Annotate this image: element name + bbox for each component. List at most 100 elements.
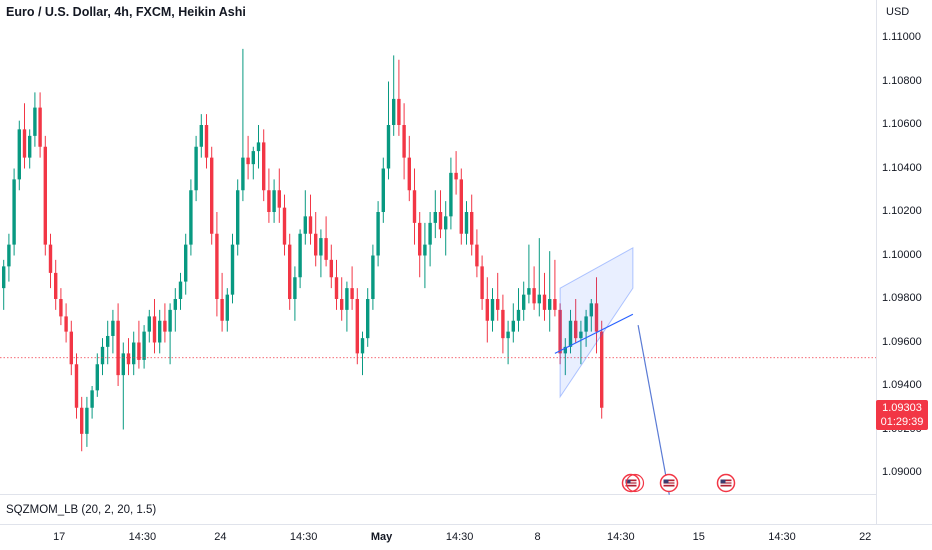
candle-body [173, 299, 177, 310]
flag-canton [663, 479, 669, 484]
candle-body [199, 125, 203, 147]
candle-body [496, 299, 500, 310]
candle-body [251, 151, 255, 165]
channel-fill [559, 247, 634, 399]
candle-body [7, 244, 11, 267]
candle-body [17, 129, 21, 180]
candle-body [579, 331, 583, 339]
last-price-value: 1.09303 [882, 402, 922, 414]
candle-body [386, 125, 391, 169]
candle-body [230, 244, 235, 295]
candle-body [340, 299, 344, 310]
candle-body [215, 233, 219, 299]
candle-body [558, 309, 562, 354]
candle-body [542, 294, 547, 310]
candle-body [277, 190, 281, 208]
candle-body [225, 294, 229, 321]
candle-body [298, 233, 302, 278]
candle-body [459, 179, 463, 234]
candle-body [490, 299, 495, 321]
candle-body [59, 299, 63, 317]
candle-body [511, 320, 515, 332]
price-axis-currency: USD [886, 6, 910, 18]
channel-midline [554, 313, 634, 354]
candle-body [126, 353, 131, 365]
time-tick-label: 14:30 [768, 531, 796, 543]
candle-body [532, 288, 536, 304]
candle-body [548, 299, 552, 310]
candle-body [485, 299, 489, 321]
candle-body [506, 331, 510, 339]
candle-body [158, 320, 162, 343]
time-tick-label: 14:30 [289, 531, 318, 543]
chart-title: Euro / U.S. Dollar, 4h, FXCM, Heikin Ash… [6, 5, 246, 19]
candle-body [594, 303, 599, 332]
price-tick-label: 1.10600 [882, 118, 922, 130]
flag-stripe-white [720, 481, 732, 483]
candle-body [22, 129, 27, 158]
bar-countdown: 01:29:39 [880, 416, 924, 428]
candle-body [142, 331, 146, 360]
time-tick-label: 14:30 [607, 531, 635, 543]
price-tick-label: 1.09000 [882, 466, 922, 478]
time-tick-label: 14:30 [128, 531, 157, 543]
price-tick-label: 1.10800 [882, 74, 922, 87]
candles-layer [2, 48, 604, 452]
candle-body [95, 364, 99, 391]
drawings-layer [0, 247, 876, 495]
candle-body [241, 157, 245, 191]
candle-body [106, 335, 110, 347]
candle-body [553, 299, 557, 310]
candle-body [90, 390, 94, 408]
flag-canton [625, 479, 631, 484]
candle-body [444, 216, 448, 230]
candle-body [69, 331, 73, 365]
candle-body [303, 216, 307, 234]
price-tick-label: 1.11000 [882, 31, 921, 43]
candle-body [152, 316, 157, 343]
candle-body [80, 407, 84, 434]
candle-body [168, 309, 172, 332]
last-price-label: 1.09303 01:29:39 [876, 400, 928, 430]
candle-body [433, 212, 437, 223]
candle-body [574, 320, 578, 339]
candle-body [147, 316, 151, 332]
candle-body [392, 98, 396, 125]
candle-body [308, 216, 313, 234]
candle-body [272, 190, 276, 212]
candle-body [288, 244, 292, 299]
candle-body [329, 259, 333, 278]
indicator-legend[interactable]: SQZMOM_LB (20, 2, 20, 1.5) [6, 504, 157, 516]
time-tick-label: 8 [534, 531, 541, 543]
candle-body [163, 320, 167, 332]
projection-line [637, 324, 670, 495]
candle-body [314, 233, 318, 256]
candle-body [111, 320, 115, 336]
candle-body [350, 288, 354, 299]
candle-body [537, 294, 541, 304]
flag-stripes [720, 479, 732, 487]
candle-body [267, 190, 271, 212]
candle-body [454, 172, 458, 180]
price-tick-label: 1.09800 [882, 292, 922, 304]
candle-body [360, 338, 365, 354]
candle-body [85, 407, 89, 434]
candle-body [236, 190, 240, 245]
candle-body [293, 277, 297, 299]
candle-body [371, 255, 375, 299]
price-tick-label: 1.09400 [882, 379, 922, 391]
candle-body [522, 294, 526, 310]
candle-body [256, 142, 261, 152]
candle-body [33, 107, 37, 136]
candle-body [189, 190, 193, 245]
candle-body [220, 299, 224, 321]
candle-body [246, 157, 250, 165]
candle-body [412, 190, 417, 223]
candle-body [376, 212, 380, 256]
candle-body [194, 146, 198, 191]
candle-body [584, 316, 588, 332]
candle-body [12, 179, 16, 245]
candle-body [54, 272, 58, 299]
candle-body [28, 135, 32, 158]
